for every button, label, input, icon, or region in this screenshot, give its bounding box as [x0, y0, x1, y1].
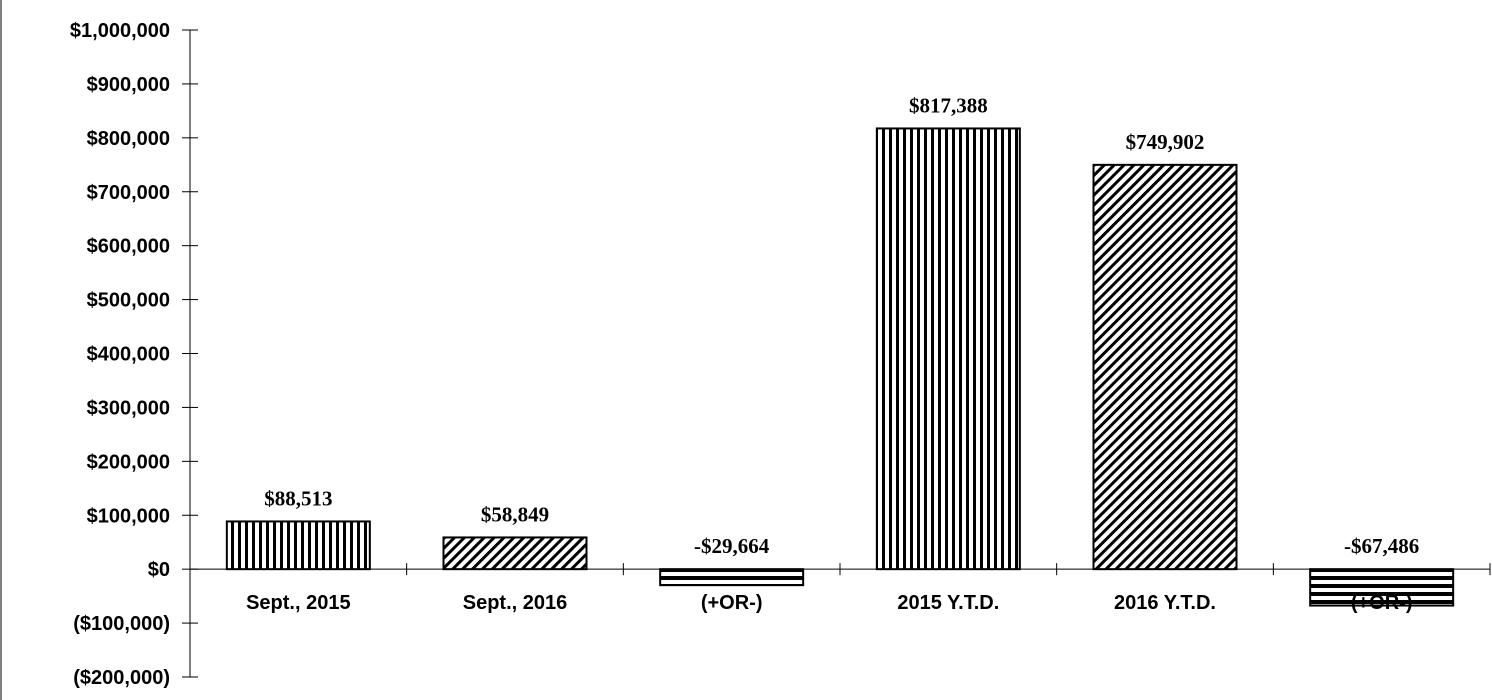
- y-tick-label: ($200,000): [73, 667, 170, 689]
- x-category-label: 2016 Y.T.D.: [1114, 592, 1216, 614]
- data-labels: $88,513 $58,849 -$29,664 $817,388 $749,902 -$…: [264, 93, 1419, 558]
- y-tick-label: $0: [148, 559, 170, 581]
- y-axis: $1,000,000 $900,000 $800,000 $700,000 $600,0…: [0, 0, 198, 700]
- data-label: -$29,664: [694, 534, 770, 558]
- y-tick-label: ($100,000): [73, 613, 170, 635]
- bar: [875, 127, 1021, 571]
- bar: [1309, 568, 1455, 607]
- bar: [1092, 163, 1238, 571]
- data-label: -$67,486: [1344, 534, 1419, 558]
- data-label: $817,388: [909, 93, 988, 117]
- x-category-label: (+OR-): [1351, 592, 1413, 614]
- bar: [442, 536, 588, 571]
- y-tick-label: $100,000: [87, 505, 170, 527]
- bars: [225, 127, 1455, 607]
- x-category-label: (+OR-): [701, 592, 763, 614]
- category-labels: Sept., 2015 Sept., 2016 (+OR-) 2015 Y.T.D. 2…: [246, 592, 1412, 614]
- x-category-label: Sept., 2016: [463, 592, 568, 614]
- y-tick-label: $400,000: [87, 344, 170, 366]
- y-tick-label: $900,000: [87, 74, 170, 96]
- data-label: $749,902: [1126, 130, 1205, 154]
- y-tick-label: $600,000: [87, 236, 170, 258]
- bar: [659, 568, 805, 587]
- x-axis: [190, 563, 1491, 576]
- y-tick-label: $800,000: [87, 128, 170, 150]
- x-category-label: 2015 Y.T.D.: [897, 592, 999, 614]
- bar: [225, 520, 371, 571]
- data-label: $58,849: [481, 502, 549, 526]
- y-tick-label: $300,000: [87, 397, 170, 419]
- y-tick-label: $200,000: [87, 451, 170, 473]
- data-label: $88,513: [264, 486, 332, 510]
- y-tick-label: $700,000: [87, 182, 170, 204]
- x-category-label: Sept., 2015: [246, 592, 351, 614]
- y-tick-label: $1,000,000: [70, 20, 170, 42]
- y-tick-label: $500,000: [87, 290, 170, 312]
